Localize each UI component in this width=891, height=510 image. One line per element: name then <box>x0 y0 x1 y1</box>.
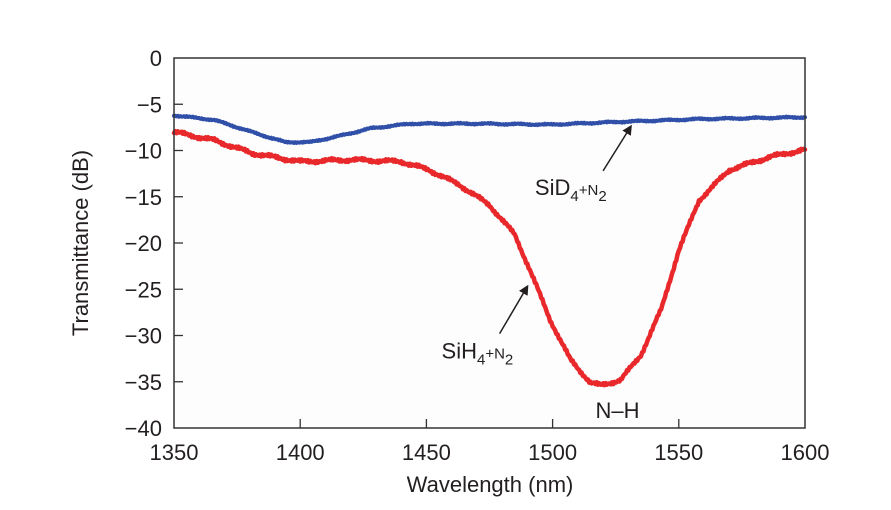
annotation-arrow-sid4 <box>602 124 632 172</box>
annotations-layer: SiD4+N2 SiH4+N2 N–H <box>442 124 640 423</box>
series-layer <box>171 113 808 388</box>
x-tick-label: 1550 <box>654 440 703 465</box>
y-tick-label: −35 <box>125 370 162 395</box>
annotation-label-sid4: SiD4+N2 <box>535 175 607 205</box>
annotation-arrow-sih4 <box>498 284 529 335</box>
x-axis-label: Wavelength (nm) <box>407 472 574 497</box>
y-tick-label: −10 <box>125 139 162 164</box>
x-tick-label: 1600 <box>781 440 830 465</box>
y-tick-label: −40 <box>125 416 162 441</box>
series-line-sih4-n2 <box>171 128 808 388</box>
annotation-label-sih4: SiH4+N2 <box>442 339 514 369</box>
series-line-sid4-n2 <box>172 113 807 145</box>
y-axis-label: Transmittance (dB) <box>68 150 93 336</box>
x-tick-label: 1350 <box>150 440 199 465</box>
y-tick-label: −25 <box>125 277 162 302</box>
y-tick-label: −30 <box>125 324 162 349</box>
y-tick-label: −20 <box>125 231 162 256</box>
y-tick-label: −5 <box>137 92 162 117</box>
x-axis: 1350 1400 1450 1500 1550 1600 <box>150 419 830 465</box>
x-tick-label: 1400 <box>276 440 325 465</box>
y-tick-label: −15 <box>125 185 162 210</box>
y-axis: 0 −5 −10 −15 −20 −25 −30 −35 −40 <box>125 46 183 441</box>
plot-area-background <box>174 58 805 428</box>
x-tick-label: 1450 <box>402 440 451 465</box>
annotation-label-nh: N–H <box>596 398 640 423</box>
x-tick-label: 1500 <box>528 440 577 465</box>
y-tick-label: 0 <box>150 46 162 71</box>
